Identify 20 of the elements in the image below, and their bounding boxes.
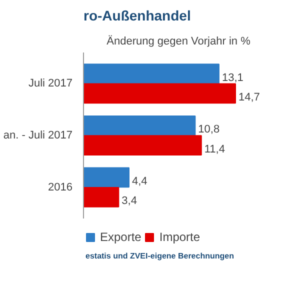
legend-label: Importe bbox=[159, 230, 200, 244]
y-tick-label: an. - Juli 2017 bbox=[3, 129, 73, 142]
bar bbox=[84, 135, 202, 156]
data-label: 3,4 bbox=[122, 195, 137, 208]
bar bbox=[84, 83, 236, 104]
chart-title: ro-Außenhandel bbox=[84, 8, 191, 24]
y-tick-label: Juli 2017 bbox=[28, 78, 73, 90]
data-label: 10,8 bbox=[198, 124, 220, 136]
y-tick-label: 2016 bbox=[48, 181, 73, 194]
bar bbox=[84, 167, 130, 188]
x-axis-title: Änderung gegen Vorjahr in % bbox=[106, 34, 251, 48]
text: estatis und ZVEI-eigene Berechnungen bbox=[86, 252, 234, 260]
data-label: 4,4 bbox=[132, 175, 148, 188]
data-label: 13,1 bbox=[222, 72, 244, 84]
legend-label: Exporte bbox=[100, 230, 142, 244]
data-label: 14,7 bbox=[238, 91, 260, 104]
data-label: 11,4 bbox=[204, 143, 225, 156]
bar bbox=[84, 64, 220, 84]
bar bbox=[84, 187, 120, 208]
bar bbox=[84, 115, 196, 136]
